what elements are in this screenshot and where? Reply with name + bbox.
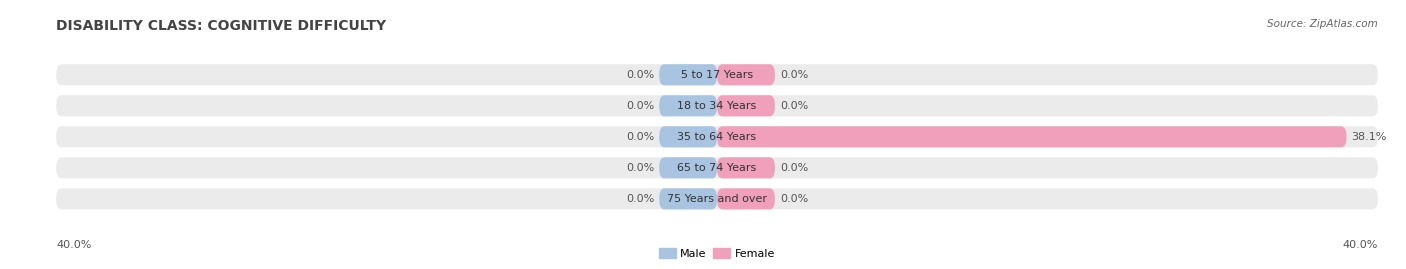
Text: 40.0%: 40.0% [56, 240, 91, 250]
Legend: Male, Female: Male, Female [655, 244, 779, 263]
FancyBboxPatch shape [56, 188, 1378, 209]
Text: 0.0%: 0.0% [780, 101, 808, 111]
FancyBboxPatch shape [56, 64, 1378, 85]
Text: 0.0%: 0.0% [626, 132, 654, 142]
FancyBboxPatch shape [717, 95, 775, 116]
FancyBboxPatch shape [56, 126, 1378, 147]
FancyBboxPatch shape [56, 157, 1378, 178]
Text: DISABILITY CLASS: COGNITIVE DIFFICULTY: DISABILITY CLASS: COGNITIVE DIFFICULTY [56, 19, 387, 33]
FancyBboxPatch shape [659, 64, 717, 85]
Text: 0.0%: 0.0% [626, 70, 654, 80]
FancyBboxPatch shape [56, 95, 1378, 116]
Text: 5 to 17 Years: 5 to 17 Years [681, 70, 754, 80]
FancyBboxPatch shape [717, 157, 775, 178]
FancyBboxPatch shape [659, 188, 717, 209]
FancyBboxPatch shape [717, 64, 775, 85]
FancyBboxPatch shape [717, 126, 1347, 147]
FancyBboxPatch shape [659, 157, 717, 178]
FancyBboxPatch shape [659, 126, 717, 147]
Text: 0.0%: 0.0% [626, 194, 654, 204]
Text: 18 to 34 Years: 18 to 34 Years [678, 101, 756, 111]
Text: Source: ZipAtlas.com: Source: ZipAtlas.com [1267, 19, 1378, 29]
Text: 0.0%: 0.0% [626, 163, 654, 173]
Text: 0.0%: 0.0% [626, 101, 654, 111]
FancyBboxPatch shape [717, 188, 775, 209]
Text: 65 to 74 Years: 65 to 74 Years [678, 163, 756, 173]
Text: 35 to 64 Years: 35 to 64 Years [678, 132, 756, 142]
Text: 0.0%: 0.0% [780, 163, 808, 173]
FancyBboxPatch shape [659, 95, 717, 116]
Text: 75 Years and over: 75 Years and over [666, 194, 768, 204]
Text: 38.1%: 38.1% [1351, 132, 1386, 142]
Text: 40.0%: 40.0% [1343, 240, 1378, 250]
Text: 0.0%: 0.0% [780, 194, 808, 204]
Text: 0.0%: 0.0% [780, 70, 808, 80]
